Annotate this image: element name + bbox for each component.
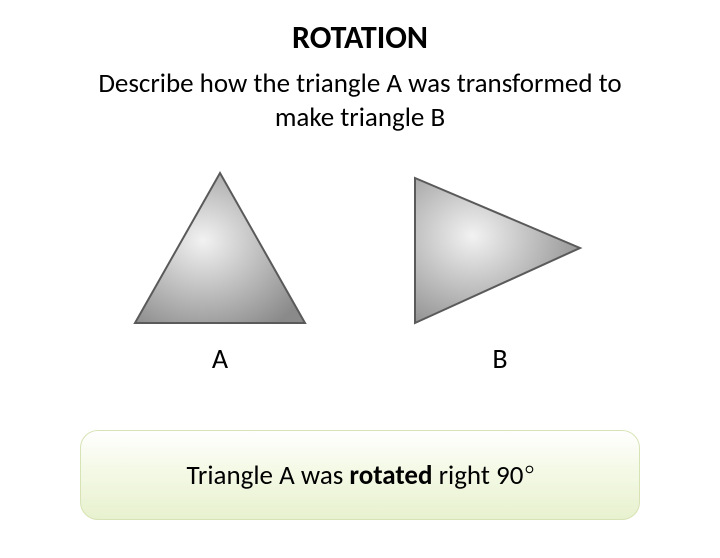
figure-b: B [400, 163, 600, 376]
triangle-b-shape [400, 163, 600, 333]
answer-prefix: Triangle A was [186, 459, 349, 492]
triangle-a-shape [120, 163, 320, 333]
slide-title: ROTATION [0, 18, 720, 57]
subtitle-line-1: Describe how the triangle A was transfor… [98, 67, 621, 100]
subtitle-line-2: make triangle B [275, 101, 445, 134]
triangle-a-polygon [135, 173, 305, 323]
answer-box: Triangle A was rotated right 90○ [80, 430, 640, 520]
degree-symbol: ○ [525, 460, 533, 478]
answer-suffix: right 90 [433, 459, 524, 492]
answer-bold: rotated [349, 459, 432, 492]
figure-a: A [120, 163, 320, 376]
slide-subtitle: Describe how the triangle A was transfor… [0, 67, 720, 135]
figure-row: A B [0, 163, 720, 376]
triangle-b-polygon [415, 178, 580, 323]
triangle-a-label: A [212, 341, 228, 376]
triangle-b-label: B [492, 341, 507, 376]
